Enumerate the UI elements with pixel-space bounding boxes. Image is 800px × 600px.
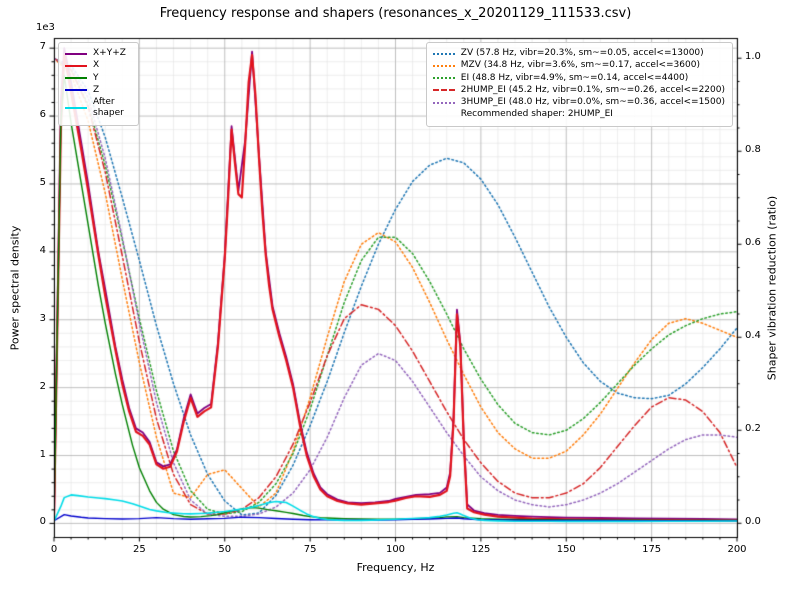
legend-line-sample xyxy=(432,101,455,104)
legend-item-label: Z xyxy=(93,84,100,95)
legend-item: ZV (57.8 Hz, vibr=20.3%, sm~=0.05, accel… xyxy=(432,48,725,59)
legend-line-sample xyxy=(65,52,87,55)
legend-item: X xyxy=(65,60,131,71)
y-axis-offset-label: 1e3 xyxy=(36,22,55,33)
y-right-tick-label: 1.0 xyxy=(745,51,761,63)
x-tick-label: 0 xyxy=(50,544,58,555)
x-tick-label: 175 xyxy=(642,544,662,555)
legend-item-label: X+Y+Z xyxy=(93,48,126,58)
x-tick-label: 75 xyxy=(303,544,317,555)
y-left-tick-label: 1 xyxy=(39,448,46,460)
legend-item-label: MZV (34.8 Hz, vibr=3.6%, sm~=0.17, accel… xyxy=(460,60,700,71)
y-left-tick-label: 4 xyxy=(39,244,46,256)
legend-line-sample xyxy=(65,89,87,92)
y-left-tick-label: 5 xyxy=(39,176,46,188)
y-axis-label-right: Shaper vibration reduction (ratio) xyxy=(765,195,779,381)
legend-item: X+Y+Z xyxy=(65,48,131,59)
x-tick-label: 200 xyxy=(727,544,747,555)
y-right-tick-label: 0.8 xyxy=(745,144,761,156)
y-left-tick-label: 6 xyxy=(39,109,46,121)
y-right-tick-label: 0.0 xyxy=(745,516,761,528)
legend-item: Z xyxy=(65,85,131,96)
legend-item: MZV (34.8 Hz, vibr=3.6%, sm~=0.17, accel… xyxy=(432,60,725,71)
legend-item-label: X xyxy=(93,60,100,71)
legend-item: EI (48.8 Hz, vibr=4.9%, sm~=0.14, accel<… xyxy=(432,72,725,84)
y-left-tick-label: 0 xyxy=(39,516,46,528)
x-tick-label: 150 xyxy=(556,544,576,555)
legend-item-label: Y xyxy=(93,72,99,83)
legend-line-sample xyxy=(65,64,87,67)
legend-item: 2HUMP_EI (45.2 Hz, vibr=0.1%, sm~=0.26, … xyxy=(432,84,725,96)
x-axis-label: Frequency, Hz xyxy=(356,561,435,574)
legend-item: Recommended shaper: 2HUMP_EI xyxy=(433,109,725,120)
x-tick-label: 100 xyxy=(385,544,406,555)
legend-item-label: EI (48.8 Hz, vibr=4.9%, sm~=0.14, accel<… xyxy=(460,72,689,83)
y-left-tick-label: 2 xyxy=(39,380,46,392)
legend-item: Y xyxy=(65,73,131,84)
y-left-tick-label: 7 xyxy=(39,41,46,53)
x-tick-label: 25 xyxy=(133,544,146,555)
legend-item-label: ZV (57.8 Hz, vibr=20.3%, sm~=0.05, accel… xyxy=(460,48,704,58)
legend-line-sample xyxy=(432,64,455,67)
legend-item-label: After shaper xyxy=(93,97,124,119)
x-tick-label: 50 xyxy=(218,544,232,555)
y-right-tick-label: 0.2 xyxy=(745,423,761,435)
x-tick-label: 125 xyxy=(471,544,491,555)
legend-item-label: 2HUMP_EI (45.2 Hz, vibr=0.1%, sm~=0.26, … xyxy=(460,84,725,95)
legend-line-sample xyxy=(432,89,455,92)
y-right-tick-label: 0.4 xyxy=(745,330,761,342)
legend-item: After shaper xyxy=(65,97,131,120)
legend-line-sample xyxy=(65,77,87,80)
legend-item: 3HUMP_EI (48.0 Hz, vibr=0.0%, sm~=0.36, … xyxy=(432,97,725,108)
legend-line-sample xyxy=(65,107,87,110)
legend-line-sample xyxy=(432,77,455,80)
chart-title: Frequency response and shapers (resonanc… xyxy=(159,6,632,21)
legend-item-label: 3HUMP_EI (48.0 Hz, vibr=0.0%, sm~=0.36, … xyxy=(460,97,725,107)
legend-item-label: Recommended shaper: 2HUMP_EI xyxy=(460,109,613,120)
legend-shapers: ZV (57.8 Hz, vibr=20.3%, sm~=0.05, accel… xyxy=(425,42,733,127)
legend-psd: X+Y+Z X Y Z After shaper xyxy=(58,42,139,126)
y-right-tick-label: 0.6 xyxy=(745,237,761,249)
legend-line-sample xyxy=(432,52,455,55)
y-left-tick-label: 3 xyxy=(39,312,46,324)
